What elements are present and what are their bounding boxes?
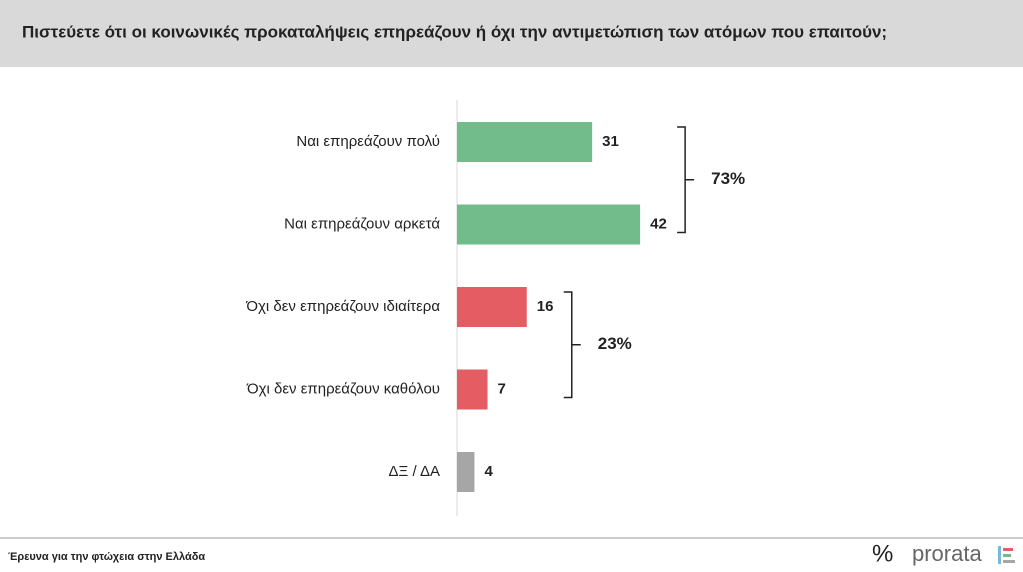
logo-symbol: % bbox=[872, 540, 893, 567]
logo-mark bbox=[998, 546, 1001, 564]
category-label: Ναι επηρεάζουν αρκετά bbox=[284, 215, 440, 232]
bracket bbox=[677, 126, 695, 234]
bar bbox=[457, 452, 475, 492]
footer-source: Έρευνα για την φτώχεια στην Ελλάδα bbox=[8, 551, 205, 563]
logo-mark bbox=[1003, 548, 1013, 551]
bracket bbox=[563, 291, 581, 399]
category-label: Όχι δεν επηρεάζουν καθόλου bbox=[246, 380, 440, 397]
bar bbox=[457, 369, 488, 410]
category-label: ΔΞ / ΔΑ bbox=[389, 463, 440, 480]
category-label: Όχι δεν επηρεάζουν ιδιαίτερα bbox=[245, 298, 440, 315]
category-label: Ναι επηρεάζουν πολύ bbox=[296, 133, 440, 150]
bar bbox=[457, 122, 593, 162]
bracket-label: 23% bbox=[598, 334, 632, 353]
value-label: 16 bbox=[537, 298, 554, 315]
value-label: 31 bbox=[602, 133, 619, 150]
value-label: 42 bbox=[650, 215, 667, 232]
chart-title: Πιστεύετε ότι οι κοινωνικές προκαταλήψει… bbox=[22, 22, 887, 41]
bar bbox=[457, 204, 641, 245]
logo-text: prorata bbox=[912, 541, 982, 566]
logo-mark bbox=[1003, 560, 1015, 563]
value-label: 7 bbox=[498, 380, 506, 397]
bracket-label: 73% bbox=[711, 169, 745, 188]
bar bbox=[457, 287, 527, 327]
logo-mark bbox=[1003, 554, 1011, 557]
value-label: 4 bbox=[484, 463, 493, 480]
header-band bbox=[0, 0, 1023, 67]
